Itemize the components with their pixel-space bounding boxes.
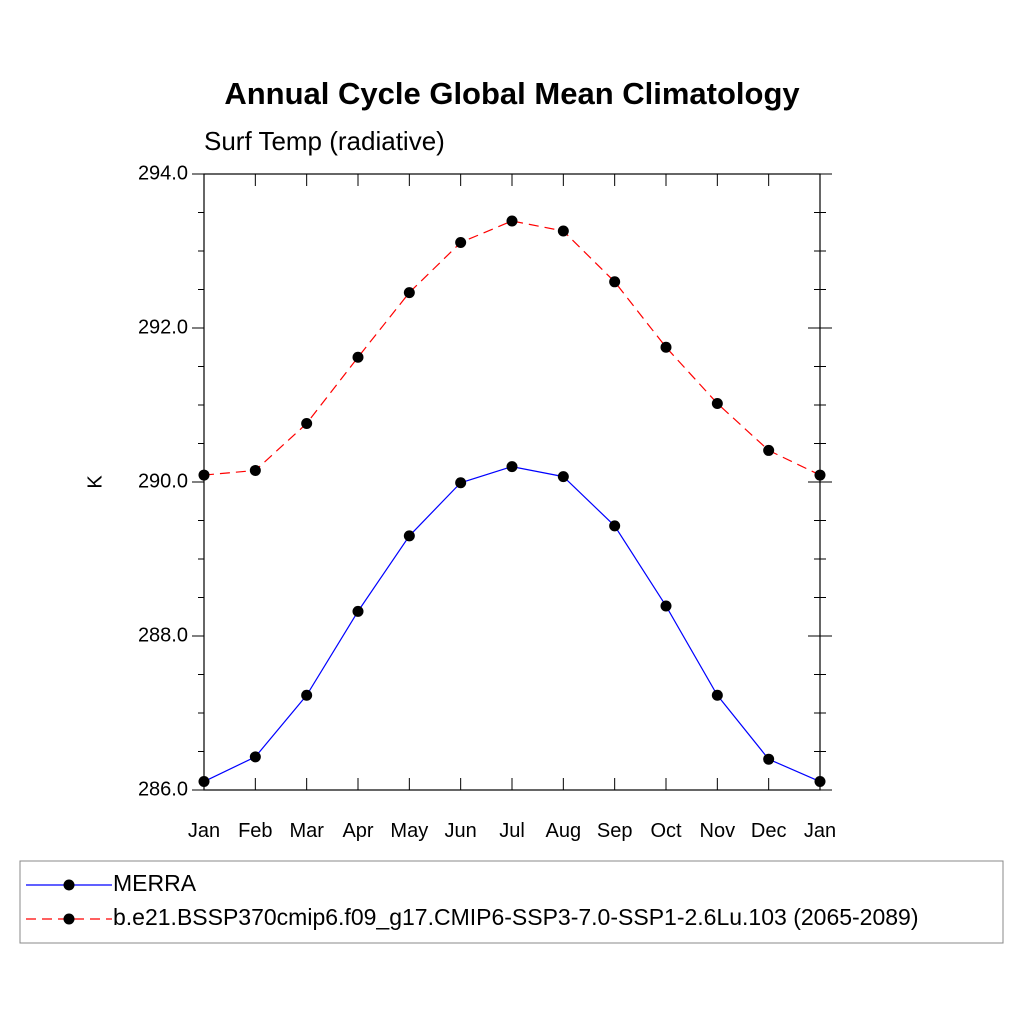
legend-item: b.e21.BSSP370cmip6.f09_g17.CMIP6-SSP3-7.… — [26, 904, 919, 930]
data-point — [557, 225, 569, 237]
data-point — [506, 215, 518, 227]
series-line — [203, 220, 821, 476]
data-point — [455, 477, 467, 489]
x-tick-label: Jun — [445, 820, 477, 842]
data-point — [763, 444, 775, 456]
y-axis-ticks: 286.0 288.0 290.0 292.0 294.0 — [138, 162, 832, 800]
data-point — [506, 461, 518, 473]
x-tick-label: Oct — [650, 820, 682, 842]
data-point — [557, 471, 569, 483]
legend-label: b.e21.BSSP370cmip6.f09_g17.CMIP6-SSP3-7.… — [113, 904, 919, 930]
legend-marker — [63, 879, 75, 891]
y-axis-label: K — [84, 475, 106, 489]
data-point — [609, 520, 621, 532]
plot-frame — [203, 173, 821, 791]
legend: MERRA b.e21.BSSP370cmip6.f09_g17.CMIP6-SS… — [19, 860, 1004, 944]
series-layer — [198, 215, 826, 788]
legend-box — [19, 860, 1004, 944]
data-point — [455, 237, 467, 249]
data-point — [352, 605, 364, 617]
data-point — [301, 417, 313, 429]
x-tick-label: Nov — [700, 820, 736, 842]
data-point — [352, 351, 364, 363]
y-tick-label: 294.0 — [138, 162, 188, 184]
chart-subtitle: Surf Temp (radiative) — [204, 126, 445, 156]
x-tick-label: Mar — [289, 820, 324, 842]
data-point — [249, 464, 261, 476]
x-tick-label: May — [390, 820, 428, 842]
x-tick-label: Jul — [499, 820, 525, 842]
data-point — [403, 530, 415, 542]
x-tick-label: Feb — [238, 820, 272, 842]
data-point — [711, 397, 723, 409]
x-tick-label: Jan — [188, 820, 220, 842]
x-tick-label: Apr — [342, 820, 373, 842]
x-tick-label: Jan — [804, 820, 836, 842]
data-point — [660, 600, 672, 612]
x-tick-label: Sep — [597, 820, 633, 842]
series-2 — [198, 215, 826, 481]
legend-label: MERRA — [113, 870, 197, 896]
y-tick-label: 286.0 — [138, 778, 188, 800]
legend-marker — [63, 913, 75, 925]
y-tick-label: 290.0 — [138, 470, 188, 492]
y-tick-label: 288.0 — [138, 624, 188, 646]
data-point — [403, 287, 415, 299]
x-tick-label: Aug — [546, 820, 582, 842]
data-point — [609, 276, 621, 288]
x-axis-ticks: Jan Feb Mar Apr May Jun Jul Aug Sep Oct Nov Dec Jan — [188, 174, 836, 842]
data-point — [301, 689, 313, 701]
data-point — [249, 751, 261, 763]
chart-title: Annual Cycle Global Mean Climatology — [224, 76, 800, 111]
data-point — [660, 341, 672, 353]
x-tick-label: Dec — [751, 820, 787, 842]
series-1 — [198, 461, 826, 788]
series-line — [203, 465, 821, 783]
data-point — [711, 689, 723, 701]
y-tick-label: 292.0 — [138, 316, 188, 338]
legend-item: MERRA — [26, 870, 197, 896]
data-point — [763, 753, 775, 765]
